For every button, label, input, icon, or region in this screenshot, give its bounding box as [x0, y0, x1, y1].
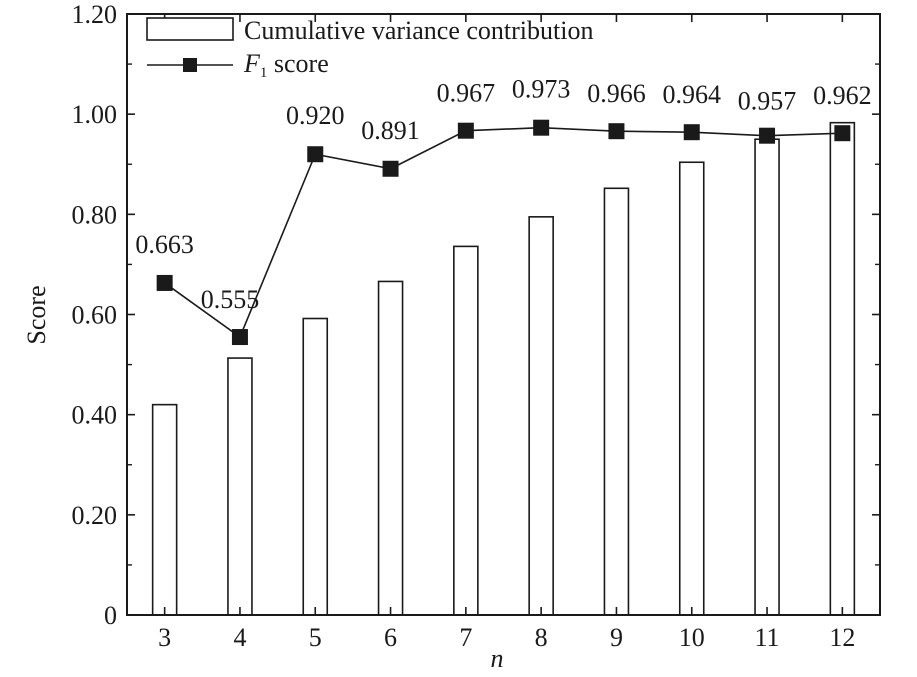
data-label-3: 0.663	[135, 230, 194, 259]
data-label-12: 0.962	[813, 81, 872, 110]
y-tick-label: 0.80	[72, 200, 118, 229]
bar-12	[829, 121, 856, 616]
x-tick-label-5: 5	[309, 623, 322, 652]
legend-bar-label: Cumulative variance contribution	[244, 16, 593, 45]
f1-marker-11	[759, 127, 776, 144]
bar-3	[151, 403, 178, 616]
f1-score-line	[164, 126, 843, 339]
f1-marker-12	[834, 125, 851, 142]
x-axis: 3 4 5 6 7 8 9 10 11 12	[158, 14, 855, 652]
x-tick-label-10: 10	[679, 623, 705, 652]
data-label-7: 0.967	[437, 79, 496, 108]
f1-marker-9	[608, 123, 625, 140]
legend-line-label: F1 score	[243, 49, 329, 81]
legend-bar-swatch	[146, 17, 234, 41]
bar-7	[453, 245, 479, 616]
x-tick-label-7: 7	[459, 623, 472, 652]
markers-layer	[156, 119, 851, 346]
y-axis: 0 0.20 0.40 0.60 0.80 1.00 1.20	[72, 0, 880, 630]
data-label-6: 0.891	[361, 116, 420, 145]
bars-layer	[151, 121, 856, 616]
x-tick-label-8: 8	[535, 623, 548, 652]
bar-5	[302, 317, 329, 616]
y-tick-label: 0.40	[72, 401, 118, 430]
f1-marker-4	[231, 329, 248, 346]
legend-marker-swatch	[183, 58, 197, 72]
y-tick-label: 0.60	[72, 301, 118, 330]
x-tick-label-4: 4	[233, 623, 246, 652]
bar-4	[227, 357, 253, 616]
legend-line-label-sub: 1	[260, 65, 268, 81]
f1-marker-6	[382, 160, 399, 177]
x-tick-label-3: 3	[158, 623, 171, 652]
legend: Cumulative variance contribution F1 scor…	[146, 16, 593, 81]
data-label-9: 0.966	[587, 79, 646, 108]
data-label-5: 0.920	[286, 101, 345, 130]
data-label-8: 0.973	[512, 75, 571, 104]
bar-6	[377, 280, 404, 616]
x-axis-title: n	[491, 644, 504, 673]
bar-9	[603, 187, 630, 616]
f1-marker-10	[683, 124, 700, 141]
legend-line-label-main: F	[243, 49, 261, 78]
y-axis-title: Score	[22, 285, 51, 344]
data-label-4: 0.555	[201, 285, 260, 314]
f1-marker-8	[533, 119, 550, 136]
x-tick-label-6: 6	[384, 623, 397, 652]
bar-11	[754, 138, 780, 616]
f1-marker-3	[156, 274, 173, 291]
f1-marker-5	[307, 146, 324, 163]
x-tick-label-9: 9	[610, 623, 623, 652]
y-tick-label: 1.00	[72, 100, 118, 129]
x-tick-label-12: 12	[829, 623, 855, 652]
x-tick-label-11: 11	[755, 623, 780, 652]
data-label-11: 0.957	[738, 87, 797, 116]
bar-8	[528, 216, 554, 616]
bar-10	[678, 161, 705, 616]
y-tick-label: 1.20	[72, 0, 118, 29]
y-tick-label: 0.20	[72, 501, 118, 530]
f1-marker-7	[457, 122, 474, 139]
line-layer	[164, 126, 843, 339]
data-label-10: 0.964	[663, 80, 722, 109]
legend-line-label-rest: score	[267, 49, 328, 78]
y-tick-label: 0	[104, 601, 117, 630]
